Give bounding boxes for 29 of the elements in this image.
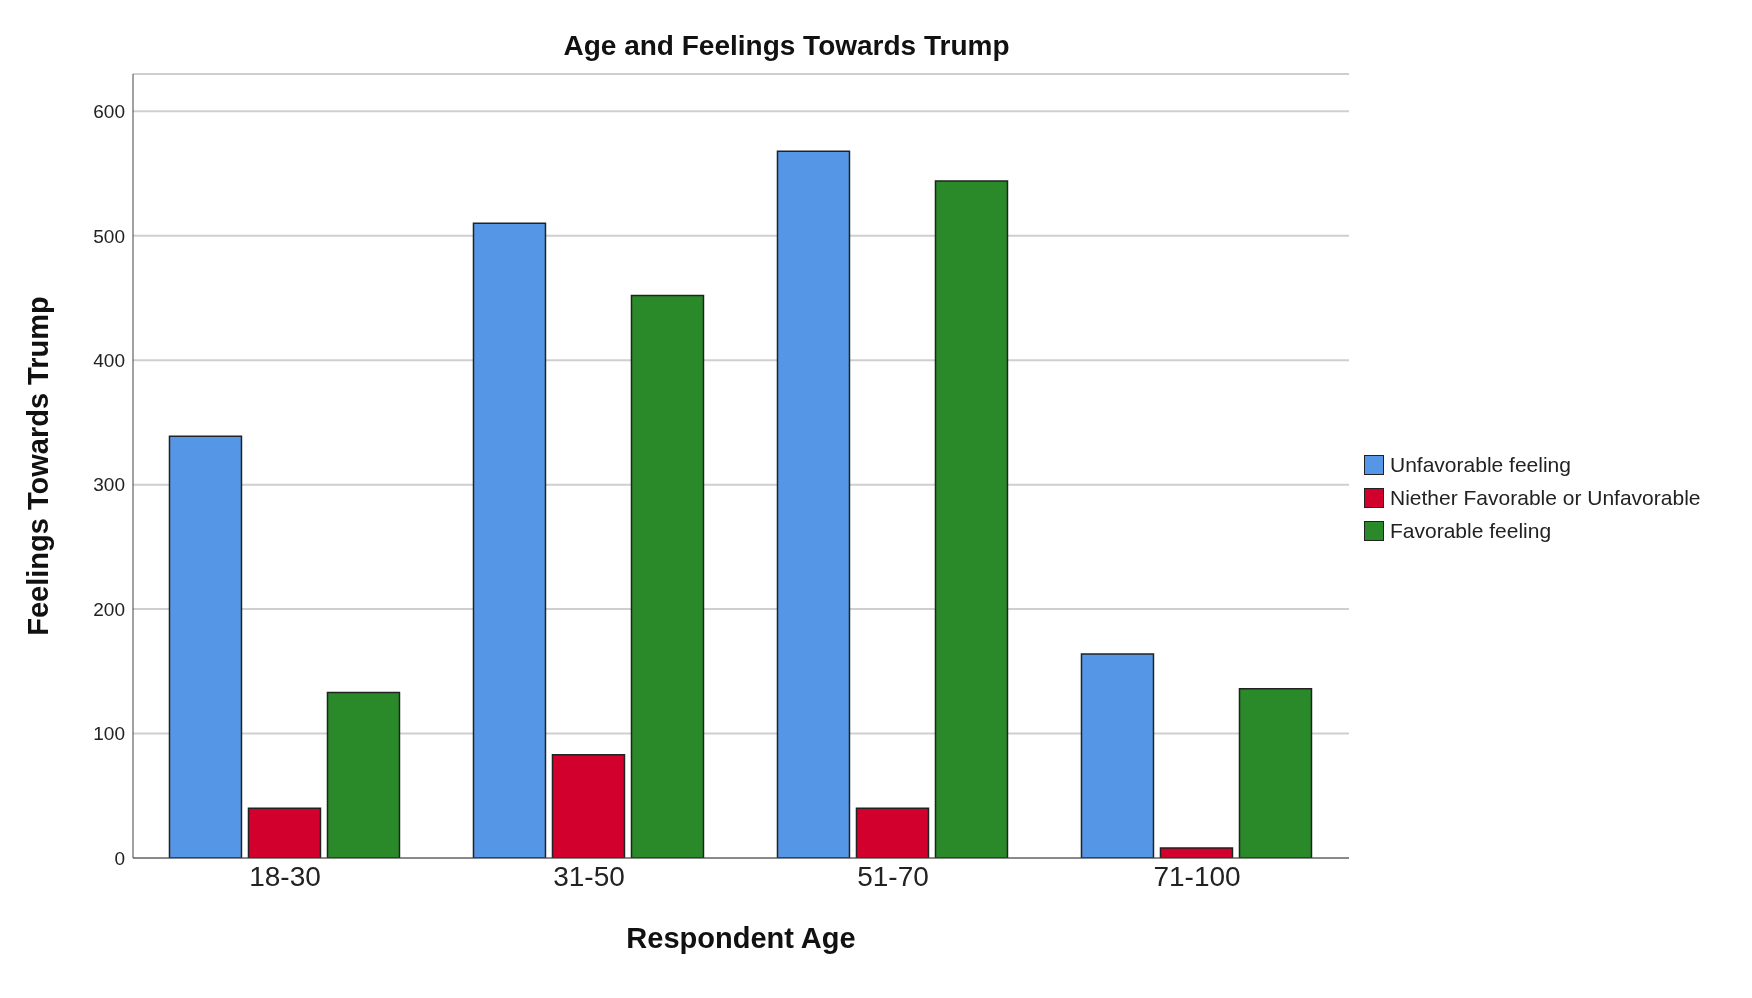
y-tick-label: 200: [93, 598, 125, 620]
bar: [326, 691, 401, 858]
x-tick-label: 18-30: [249, 860, 321, 892]
bar: [247, 807, 322, 858]
chart-title: Age and Feelings Towards Trump: [562, 30, 1011, 62]
y-tick-label: 300: [93, 474, 125, 496]
y-tick-label: 600: [93, 101, 125, 123]
legend-label: Favorable feeling: [1390, 519, 1552, 543]
bar: [934, 180, 1009, 858]
bar: [472, 222, 547, 858]
y-tick-label: 100: [93, 723, 125, 745]
bar: [630, 294, 705, 858]
bar: [1080, 653, 1155, 858]
legend-label: Niether Favorable or Unfavorable: [1390, 486, 1701, 510]
x-axis-title: Respondent Age: [626, 922, 856, 954]
bar: [1159, 847, 1234, 858]
x-tick-label: 71-100: [1153, 860, 1241, 892]
bar: [551, 753, 626, 858]
bar: [776, 150, 851, 858]
y-tick-label: 400: [93, 349, 125, 371]
legend-label: Unfavorable feeling: [1390, 453, 1571, 477]
bar: [1238, 688, 1313, 858]
y-tick-label: 500: [93, 225, 125, 247]
x-tick-label: 31-50: [553, 860, 625, 892]
y-axis-title: Feelings Towards Trump: [22, 296, 55, 636]
bar: [855, 807, 930, 858]
bar: [168, 435, 243, 858]
y-tick-label: 0: [114, 847, 125, 869]
x-tick-label: 51-70: [857, 860, 929, 892]
